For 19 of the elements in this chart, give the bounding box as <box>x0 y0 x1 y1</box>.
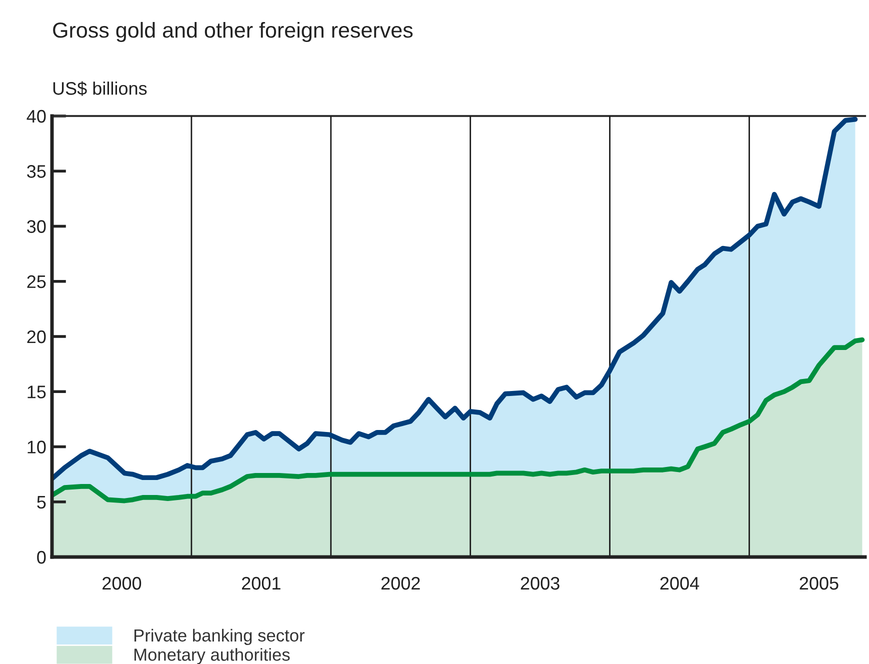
y-tick-label: 25 <box>27 275 46 288</box>
x-tick-label: 2000 <box>102 576 142 590</box>
y-tick-label: 0 <box>37 550 46 564</box>
legend-label: Private banking sector <box>134 628 305 646</box>
legend-label: Monetary authorities <box>134 648 290 664</box>
chart-title: Gross gold and other foreign reserves <box>53 22 413 42</box>
x-tick-label: 2002 <box>381 576 420 590</box>
x-tick-label: 2001 <box>242 576 280 590</box>
y-tick-label: 40 <box>26 110 46 123</box>
x-tick-label: 2005 <box>800 576 838 590</box>
y-tick-label: 10 <box>28 440 46 454</box>
y-tick-label: 15 <box>28 386 46 398</box>
y-tick-label: 5 <box>37 496 46 509</box>
y-tick-label: 20 <box>27 330 46 344</box>
y-tick-label: 35 <box>27 165 46 178</box>
y-tick-label: 30 <box>27 220 46 233</box>
y-axis-title: US$ billions <box>53 81 147 96</box>
x-tick-label: 2003 <box>520 576 560 590</box>
x-tick-label: 2004 <box>660 576 700 590</box>
